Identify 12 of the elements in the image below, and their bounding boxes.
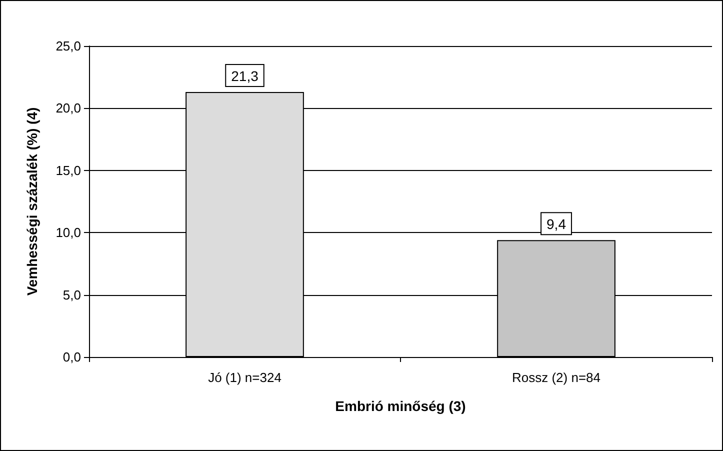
- y-tick-label: 15,0: [56, 162, 81, 178]
- x-tick-label: Rossz (2) n=84: [512, 370, 601, 385]
- y-tick-label: 10,0: [56, 225, 81, 240]
- y-tick-label: 5,0: [62, 287, 81, 302]
- x-tick-label: Jó (1) n=324: [208, 370, 282, 385]
- data-label: 21,3: [231, 68, 259, 84]
- y-tick-label: 0,0: [62, 350, 81, 364]
- y-tick-label: 20,0: [56, 100, 81, 116]
- y-axis-title: Vemhességi százalék (%) (4): [24, 107, 40, 296]
- data-label: 9,4: [546, 216, 566, 232]
- y-tick-label: 25,0: [56, 38, 81, 54]
- x-axis-title: Embrió minőség (3): [335, 398, 466, 414]
